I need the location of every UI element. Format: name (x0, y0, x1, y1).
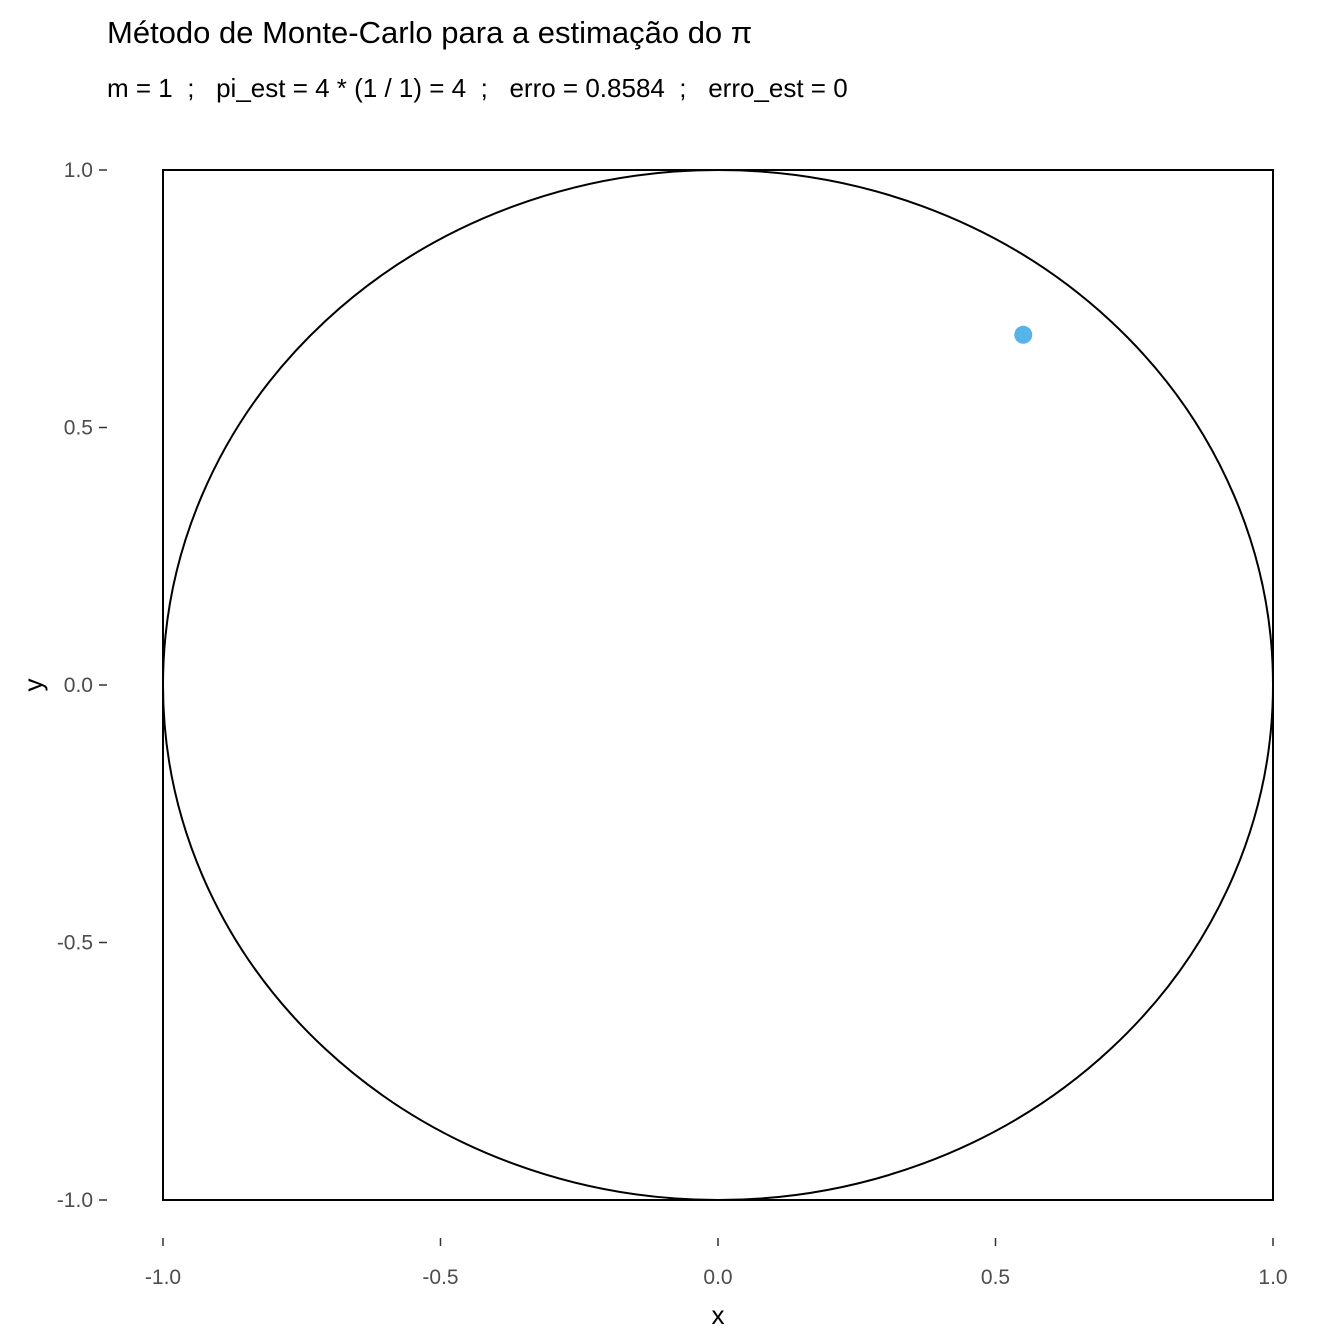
x-tick-label: 1.0 (1258, 1266, 1287, 1289)
y-tick-label: 0.0 (64, 674, 93, 697)
chart-subtitle: m = 1 ; pi_est = 4 * (1 / 1) = 4 ; erro … (107, 73, 848, 103)
y-axis: -1.0 -0.5 0.0 0.5 1.0 (57, 159, 107, 1212)
x-axis: -1.0 -0.5 0.0 0.5 1.0 (145, 1238, 1288, 1289)
y-tick-label: 1.0 (64, 159, 93, 182)
x-axis-title: x (712, 1300, 725, 1330)
x-tick-label: 0.0 (703, 1266, 732, 1289)
square-outline (162, 169, 1274, 1201)
unit-circle (162, 169, 1274, 1201)
y-tick-label: -1.0 (57, 1189, 93, 1212)
y-tick-label: 0.5 (64, 417, 93, 440)
x-tick-label: -1.0 (145, 1266, 181, 1289)
y-axis-title: y (18, 679, 48, 692)
y-tick-label: -0.5 (57, 932, 93, 955)
x-tick-label: -0.5 (422, 1266, 458, 1289)
data-point-1 (1014, 325, 1033, 344)
chart-title: Método de Monte-Carlo para a estimação d… (107, 15, 752, 50)
x-tick-label: 0.5 (981, 1266, 1010, 1289)
plot-area (162, 169, 1274, 1201)
